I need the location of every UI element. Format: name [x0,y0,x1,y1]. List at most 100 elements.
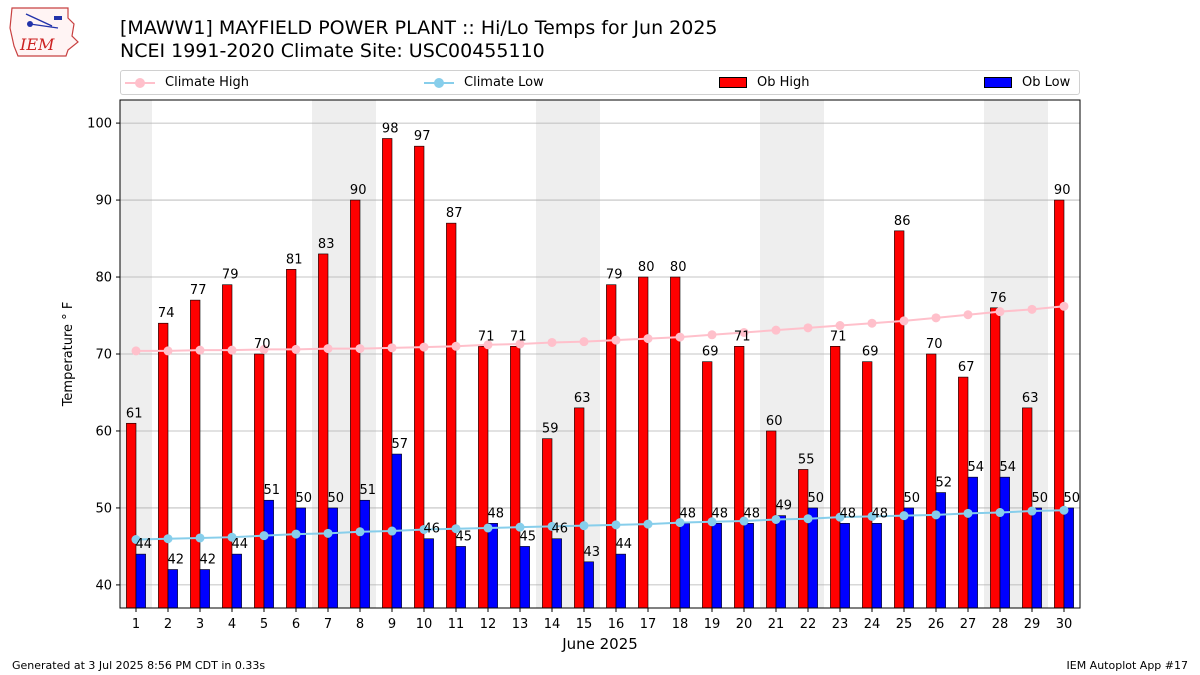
ob-low-data-label: 57 [392,437,409,452]
climate-low-point [803,514,813,524]
climate-low-point [579,521,589,531]
ob-high-bar [830,346,841,609]
x-tick-label: 11 [448,617,465,632]
iem-logo-text: IEM [19,35,55,54]
climate-high-point [419,342,429,352]
climate-low-point [259,531,269,541]
x-tick-label: 17 [640,617,657,632]
ob-high-bar [670,276,681,609]
climate-high-point [227,345,237,355]
x-tick-label: 30 [1056,617,1073,632]
ob-low-bar [551,538,562,609]
legend-climate-low-label: Climate Low [464,75,544,90]
climate-high-point [163,346,173,356]
footer-app: IEM Autoplot App #17 [1066,659,1189,672]
climate-low-point [483,523,493,533]
ob-low-data-label: 48 [840,506,857,521]
ob-high-data-label: 70 [254,337,271,352]
ob-low-bar [967,476,978,609]
ob-low-bar [487,523,498,609]
ob-low-data-label: 44 [136,537,153,552]
climate-high-point [579,337,589,347]
ob-low-bar [1063,507,1074,609]
ob-low-data-label: 44 [616,537,633,552]
climate-high-point [515,339,525,349]
chart-subtitle: NCEI 1991-2020 Climate Site: USC00455110 [120,40,545,62]
ob-low-data-label: 45 [520,529,537,544]
ob-low-data-label: 51 [360,483,377,498]
ob-low-bar [999,476,1010,609]
climate-high-point [995,307,1005,317]
x-tick-label: 1 [132,617,140,632]
x-tick-label: 6 [292,617,300,632]
x-tick-label: 24 [864,617,881,632]
climate-low-point [323,528,333,538]
ob-high-bar [478,346,489,609]
iem-logo: IEM [8,6,80,58]
climate-low-point [931,510,941,520]
x-tick-label: 4 [228,617,236,632]
x-tick-label: 8 [356,617,364,632]
ob-high-data-label: 81 [286,252,303,267]
ob-low-data-label: 54 [1000,460,1017,475]
climate-low-point [995,508,1005,518]
x-tick-label: 20 [736,617,753,632]
ob-high-data-label: 80 [638,260,655,275]
ob-high-data-label: 90 [1054,183,1071,198]
y-tick-label: 60 [95,424,112,439]
ob-high-data-label: 87 [446,206,463,221]
climate-high-point [835,321,845,331]
climate-high-point [771,325,781,335]
legend-ob-low: Ob Low [984,71,1070,94]
climate-low-point [611,520,621,530]
ob-low-bar [455,546,466,609]
ob-low-data-label: 44 [232,537,249,552]
climate-high-point [451,341,461,351]
ob-low-data-label: 51 [264,483,281,498]
ob-low-data-label: 50 [296,491,313,506]
ob-low-bar [167,569,178,609]
x-tick-label: 2 [164,617,172,632]
climate-high-point [1059,301,1069,311]
ob-high-bar [638,276,649,609]
x-tick-label: 22 [800,617,817,632]
ob-high-bar [318,253,329,609]
climate-low-point [707,517,717,527]
x-tick-label: 15 [576,617,593,632]
climate-low-point [387,526,397,536]
climate-low-point [771,514,781,524]
chart-legend: Climate High Climate Low Ob High Ob Low [120,70,1080,95]
climate-high-point [131,346,141,356]
ob-high-bar [958,376,969,609]
ob-low-bar [135,553,146,609]
climate-low-point [515,522,525,532]
ob-low-data-label: 52 [936,476,953,491]
ob-low-data-label: 45 [456,529,473,544]
ob-low-data-label: 46 [424,522,441,537]
climate-low-point [835,512,845,522]
ob-low-bar [359,499,370,609]
climate-low-point [963,508,973,518]
ob-low-data-label: 48 [712,506,729,521]
climate-low-line [135,509,1065,541]
x-tick-label: 9 [388,617,396,632]
ob-high-data-label: 71 [830,329,847,344]
ob-high-data-label: 63 [574,391,591,406]
ob-low-bar [423,538,434,609]
footer-generated: Generated at 3 Jul 2025 8:56 PM CDT in 0… [12,659,266,672]
ob-high-data-label: 86 [894,214,911,229]
x-tick-label: 27 [960,617,977,632]
ob-low-bar [519,546,530,609]
x-tick-label: 3 [196,617,204,632]
ob-high-bar [702,361,713,609]
y-tick-label: 80 [95,271,112,286]
x-tick-label: 14 [544,617,561,632]
ob-high-data-label: 71 [734,329,751,344]
ob-low-data-label: 50 [1032,491,1049,506]
climate-high-point [1027,304,1037,314]
climate-high-line [136,305,1065,352]
ob-low-data-label: 54 [968,460,985,475]
ob-high-data-label: 61 [126,406,143,421]
climate-low-point [163,534,173,544]
